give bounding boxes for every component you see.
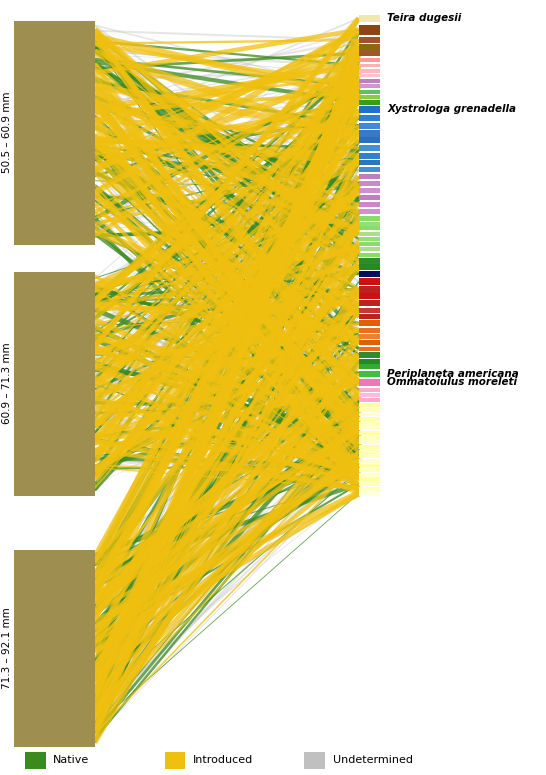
Bar [359,364,379,369]
Bar [359,359,379,363]
Bar [359,271,379,277]
Bar [359,293,379,299]
Bar [359,195,379,200]
Bar [359,115,379,122]
Bar [359,50,379,56]
Bar [359,426,379,430]
Bar [359,314,379,319]
Bar [359,491,379,496]
Bar [359,328,379,333]
Bar [359,105,379,113]
Bar [359,95,379,99]
Bar [359,308,379,313]
Bar [359,449,379,453]
Bar [359,417,379,421]
Text: Periplaneta americana: Periplaneta americana [387,369,519,379]
Bar [359,137,379,143]
Bar [359,300,379,306]
Bar [359,36,379,43]
Bar [359,454,379,458]
Bar [359,379,379,386]
Bar [359,247,379,251]
Bar [359,26,379,35]
Bar [359,477,379,481]
Bar [359,44,379,50]
Text: 60.9 – 71.3 mm: 60.9 – 71.3 mm [2,343,12,425]
Bar [14,21,94,245]
Bar [359,431,379,435]
Bar [359,58,379,63]
Bar [359,253,379,257]
Bar [359,463,379,467]
Bar [359,408,379,412]
Bar [359,181,379,186]
Bar [14,549,94,746]
Bar [359,422,379,425]
Bar [359,100,379,105]
Bar [359,403,379,407]
Bar [359,232,379,236]
Text: Introduced: Introduced [193,756,253,766]
Bar [359,216,379,221]
Bar [359,436,379,439]
Bar [25,752,45,769]
Bar [359,346,379,351]
Bar [359,226,379,230]
Bar [359,468,379,472]
Bar [359,264,379,270]
Bar [359,222,379,226]
Text: Ommatoiulus moreleti: Ommatoiulus moreleti [387,377,517,387]
Bar [359,445,379,449]
Bar [359,487,379,491]
Bar [359,334,379,339]
Bar [359,174,379,179]
Bar [359,160,379,166]
Bar [359,370,379,377]
Bar [359,64,379,67]
Bar [359,258,379,264]
Text: Teira dugesii: Teira dugesii [387,13,461,23]
Bar [359,412,379,416]
Bar [359,208,379,214]
Bar [359,340,379,346]
Bar [359,15,379,22]
Bar [359,393,379,397]
Bar [359,167,379,172]
Bar [305,752,325,769]
Bar [165,752,185,769]
Bar [359,440,379,444]
Bar [359,202,379,207]
Bar [359,84,379,88]
Bar [359,145,379,151]
Bar [359,320,379,326]
Bar [359,153,379,159]
Text: 50.5 – 60.9 mm: 50.5 – 60.9 mm [2,92,12,174]
Text: Undetermined: Undetermined [333,756,413,766]
Bar [359,188,379,193]
Bar [359,398,379,401]
Bar [359,242,379,246]
Bar [359,459,379,463]
Bar [359,482,379,486]
Bar [359,90,379,94]
Bar [359,388,379,392]
Text: 71.3 – 92.1 mm: 71.3 – 92.1 mm [2,608,12,689]
Bar [359,278,379,285]
Bar [359,69,379,73]
Bar [14,272,94,495]
Bar [359,122,379,129]
Bar [359,353,379,358]
Bar [359,286,379,292]
Bar [359,473,379,477]
Bar [359,130,379,136]
Text: Native: Native [54,756,90,766]
Bar [359,237,379,241]
Text: Xystrologa grenadella: Xystrologa grenadella [387,105,517,115]
Bar [359,78,379,83]
Bar [359,74,379,78]
